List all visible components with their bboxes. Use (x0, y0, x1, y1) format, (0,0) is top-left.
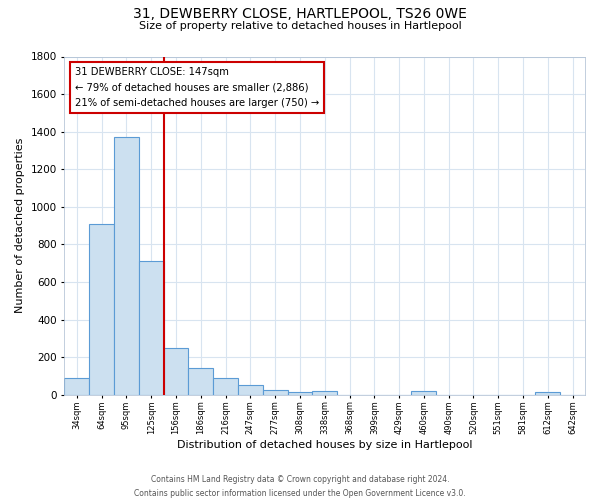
Text: Size of property relative to detached houses in Hartlepool: Size of property relative to detached ho… (139, 21, 461, 31)
Bar (313, 391, 337, 395)
Bar (412, 391, 436, 395)
Text: Contains HM Land Registry data © Crown copyright and database right 2024.
Contai: Contains HM Land Registry data © Crown c… (134, 476, 466, 498)
Bar (238, 384, 263, 395)
Bar (89, 224, 114, 395)
Text: 31, DEWBERRY CLOSE, HARTLEPOOL, TS26 0WE: 31, DEWBERRY CLOSE, HARTLEPOOL, TS26 0WE (133, 8, 467, 22)
Bar (139, 262, 164, 395)
Bar (164, 348, 188, 395)
Bar (188, 368, 213, 395)
Bar (535, 392, 560, 395)
Bar (64, 378, 89, 395)
Bar (287, 392, 313, 395)
Y-axis label: Number of detached properties: Number of detached properties (15, 138, 25, 314)
X-axis label: Distribution of detached houses by size in Hartlepool: Distribution of detached houses by size … (177, 440, 472, 450)
Bar (213, 378, 238, 395)
Bar (114, 138, 139, 395)
Bar (263, 390, 287, 395)
Text: 31 DEWBERRY CLOSE: 147sqm
← 79% of detached houses are smaller (2,886)
21% of se: 31 DEWBERRY CLOSE: 147sqm ← 79% of detac… (75, 66, 319, 108)
